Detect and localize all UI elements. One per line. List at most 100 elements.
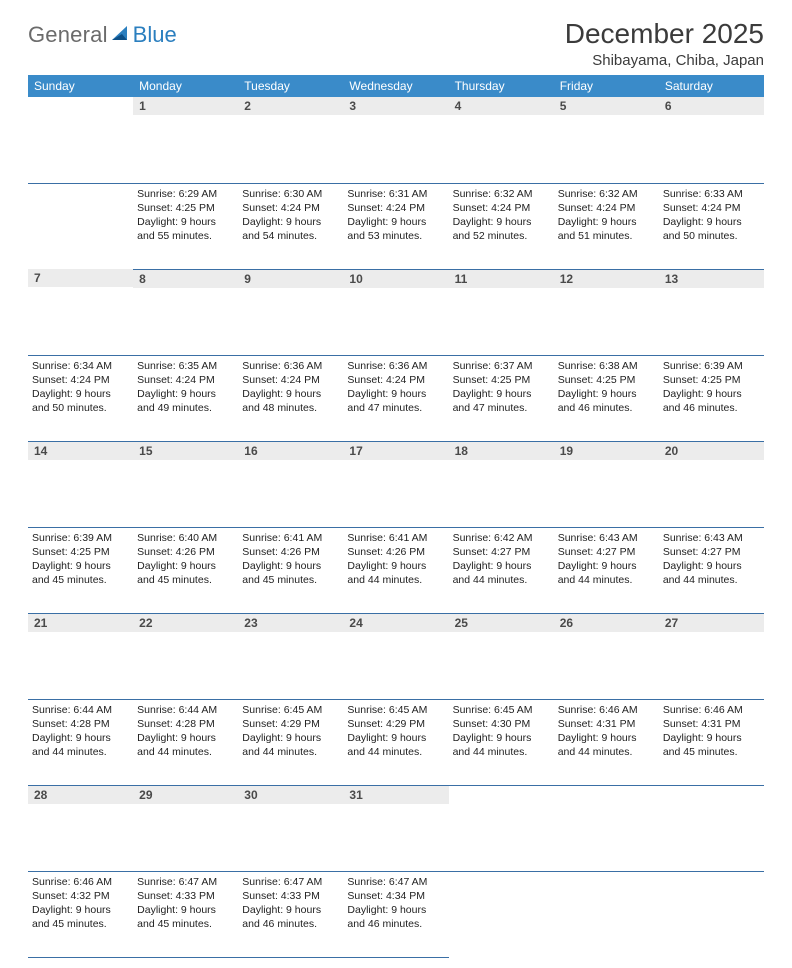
cell-body: Sunrise: 6:45 AMSunset: 4:29 PMDaylight:…	[343, 700, 448, 766]
sunrise-line: Sunrise: 6:44 AM	[137, 703, 234, 717]
calendar-cell: Sunrise: 6:39 AMSunset: 4:25 PMDaylight:…	[28, 527, 133, 613]
calendar-cell: Sunrise: 6:43 AMSunset: 4:27 PMDaylight:…	[659, 527, 764, 613]
sunrise-line: Sunrise: 6:37 AM	[453, 359, 550, 373]
cell-body: Sunrise: 6:44 AMSunset: 4:28 PMDaylight:…	[133, 700, 238, 766]
cell-body: Sunrise: 6:40 AMSunset: 4:26 PMDaylight:…	[133, 528, 238, 594]
day-number: 27	[659, 614, 764, 632]
day-number: 1	[133, 97, 238, 115]
cell-body: Sunrise: 6:46 AMSunset: 4:31 PMDaylight:…	[659, 700, 764, 766]
sunset-line: Sunset: 4:26 PM	[347, 545, 444, 559]
sunrise-line: Sunrise: 6:41 AM	[242, 531, 339, 545]
cell-body: Sunrise: 6:35 AMSunset: 4:24 PMDaylight:…	[133, 356, 238, 422]
sunset-line: Sunset: 4:25 PM	[453, 373, 550, 387]
daylight-line: Daylight: 9 hours and 51 minutes.	[558, 215, 655, 243]
sunset-line: Sunset: 4:29 PM	[242, 717, 339, 731]
sunset-line: Sunset: 4:24 PM	[137, 373, 234, 387]
sunset-line: Sunset: 4:31 PM	[558, 717, 655, 731]
sunrise-line: Sunrise: 6:45 AM	[242, 703, 339, 717]
day-number: 23	[238, 614, 343, 632]
daylight-line: Daylight: 9 hours and 46 minutes.	[242, 903, 339, 931]
sunset-line: Sunset: 4:32 PM	[32, 889, 129, 903]
calendar-cell: Sunrise: 6:47 AMSunset: 4:34 PMDaylight:…	[343, 871, 448, 957]
daylight-line: Daylight: 9 hours and 44 minutes.	[558, 559, 655, 587]
weekday-header: Sunday	[28, 75, 133, 97]
calendar-cell: Sunrise: 6:46 AMSunset: 4:32 PMDaylight:…	[28, 871, 133, 957]
cell-body: Sunrise: 6:45 AMSunset: 4:30 PMDaylight:…	[449, 700, 554, 766]
calendar-cell: Sunrise: 6:31 AMSunset: 4:24 PMDaylight:…	[343, 183, 448, 269]
sunset-line: Sunset: 4:34 PM	[347, 889, 444, 903]
month-title: December 2025	[565, 18, 764, 50]
cell-body: Sunrise: 6:41 AMSunset: 4:26 PMDaylight:…	[238, 528, 343, 594]
day-number: 18	[449, 442, 554, 460]
sunset-line: Sunset: 4:33 PM	[242, 889, 339, 903]
location-label: Shibayama, Chiba, Japan	[565, 52, 764, 69]
sunset-line: Sunset: 4:24 PM	[32, 373, 129, 387]
sunset-line: Sunset: 4:28 PM	[32, 717, 129, 731]
calendar-cell: Sunrise: 6:34 AMSunset: 4:24 PMDaylight:…	[28, 355, 133, 441]
daylight-line: Daylight: 9 hours and 50 minutes.	[663, 215, 760, 243]
sunrise-line: Sunrise: 6:29 AM	[137, 187, 234, 201]
cell-body: Sunrise: 6:47 AMSunset: 4:34 PMDaylight:…	[343, 872, 448, 938]
day-number: 14	[28, 442, 133, 460]
day-number: 22	[133, 614, 238, 632]
sunrise-line: Sunrise: 6:35 AM	[137, 359, 234, 373]
sunrise-line: Sunrise: 6:42 AM	[453, 531, 550, 545]
weekday-header: Wednesday	[343, 75, 448, 97]
day-number: 6	[659, 97, 764, 115]
day-number: 24	[343, 614, 448, 632]
daylight-line: Daylight: 9 hours and 49 minutes.	[137, 387, 234, 415]
sunrise-line: Sunrise: 6:32 AM	[558, 187, 655, 201]
calendar-cell: Sunrise: 6:47 AMSunset: 4:33 PMDaylight:…	[238, 871, 343, 957]
sunset-line: Sunset: 4:28 PM	[137, 717, 234, 731]
calendar-cell: Sunrise: 6:41 AMSunset: 4:26 PMDaylight:…	[238, 527, 343, 613]
sunset-line: Sunset: 4:24 PM	[347, 373, 444, 387]
day-number: 3	[343, 97, 448, 115]
day-number: 29	[133, 786, 238, 804]
sunset-line: Sunset: 4:31 PM	[663, 717, 760, 731]
daylight-line: Daylight: 9 hours and 47 minutes.	[347, 387, 444, 415]
sunrise-line: Sunrise: 6:31 AM	[347, 187, 444, 201]
sunset-line: Sunset: 4:24 PM	[663, 201, 760, 215]
sunrise-line: Sunrise: 6:46 AM	[32, 875, 129, 889]
cell-body: Sunrise: 6:41 AMSunset: 4:26 PMDaylight:…	[343, 528, 448, 594]
calendar-table: SundayMondayTuesdayWednesdayThursdayFrid…	[28, 75, 764, 958]
cell-body: Sunrise: 6:32 AMSunset: 4:24 PMDaylight:…	[554, 184, 659, 250]
calendar-cell: Sunrise: 6:38 AMSunset: 4:25 PMDaylight:…	[554, 355, 659, 441]
sunrise-line: Sunrise: 6:36 AM	[347, 359, 444, 373]
day-number: 10	[343, 270, 448, 288]
daylight-line: Daylight: 9 hours and 50 minutes.	[32, 387, 129, 415]
daylight-line: Daylight: 9 hours and 44 minutes.	[347, 731, 444, 759]
cell-body: Sunrise: 6:31 AMSunset: 4:24 PMDaylight:…	[343, 184, 448, 250]
daylight-line: Daylight: 9 hours and 46 minutes.	[347, 903, 444, 931]
sunset-line: Sunset: 4:25 PM	[663, 373, 760, 387]
cell-body: Sunrise: 6:30 AMSunset: 4:24 PMDaylight:…	[238, 184, 343, 250]
day-number: 26	[554, 614, 659, 632]
calendar-cell: Sunrise: 6:33 AMSunset: 4:24 PMDaylight:…	[659, 183, 764, 269]
sunrise-line: Sunrise: 6:39 AM	[663, 359, 760, 373]
weekday-header: Saturday	[659, 75, 764, 97]
calendar-cell: Sunrise: 6:32 AMSunset: 4:24 PMDaylight:…	[554, 183, 659, 269]
day-number	[554, 786, 659, 804]
calendar-cell	[28, 183, 133, 269]
daylight-line: Daylight: 9 hours and 44 minutes.	[242, 731, 339, 759]
weekday-header: Tuesday	[238, 75, 343, 97]
calendar-cell: Sunrise: 6:42 AMSunset: 4:27 PMDaylight:…	[449, 527, 554, 613]
sunset-line: Sunset: 4:25 PM	[137, 201, 234, 215]
day-number: 28	[28, 786, 133, 804]
sunset-line: Sunset: 4:27 PM	[453, 545, 550, 559]
day-number: 17	[343, 442, 448, 460]
sunset-line: Sunset: 4:27 PM	[558, 545, 655, 559]
day-number: 9	[238, 270, 343, 288]
cell-body: Sunrise: 6:38 AMSunset: 4:25 PMDaylight:…	[554, 356, 659, 422]
sunset-line: Sunset: 4:24 PM	[453, 201, 550, 215]
calendar-cell	[554, 871, 659, 957]
calendar-cell: Sunrise: 6:37 AMSunset: 4:25 PMDaylight:…	[449, 355, 554, 441]
sunset-line: Sunset: 4:25 PM	[32, 545, 129, 559]
daylight-line: Daylight: 9 hours and 44 minutes.	[663, 559, 760, 587]
calendar-cell	[659, 871, 764, 957]
calendar-cell: Sunrise: 6:40 AMSunset: 4:26 PMDaylight:…	[133, 527, 238, 613]
sunset-line: Sunset: 4:29 PM	[347, 717, 444, 731]
daylight-line: Daylight: 9 hours and 44 minutes.	[453, 559, 550, 587]
day-number: 5	[554, 97, 659, 115]
calendar-cell: Sunrise: 6:41 AMSunset: 4:26 PMDaylight:…	[343, 527, 448, 613]
